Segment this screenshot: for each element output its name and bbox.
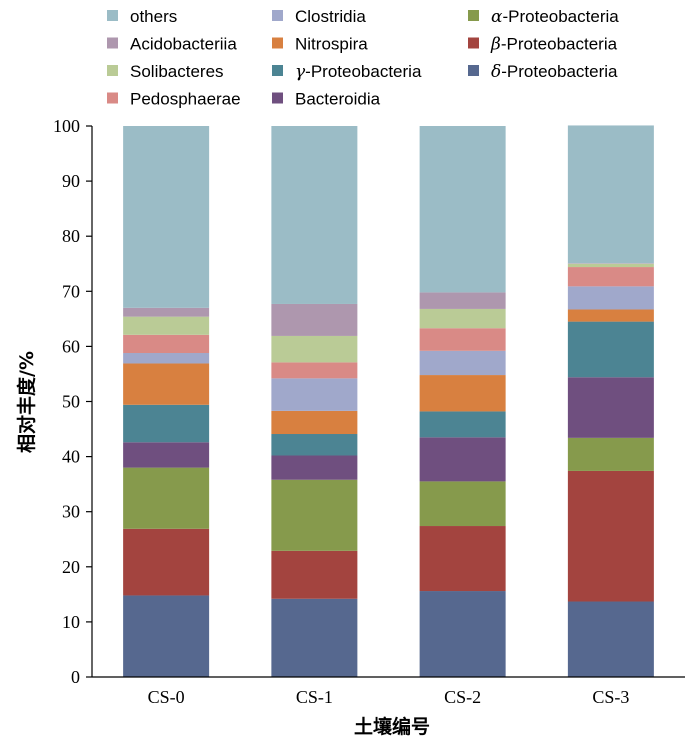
bar-segment-cs-3-bacteroidia <box>567 377 654 438</box>
legend-label-proteobacteria: δ-Proteobacteria <box>491 62 618 82</box>
x-tick-label: CS-3 <box>592 687 629 707</box>
bar-segment-cs-3-acidobacteriia <box>567 263 654 264</box>
legend-swatch-pedosphaerae <box>107 92 118 104</box>
bar-segment-cs-0-nitrospira <box>123 363 210 405</box>
bar-segment-cs-3-others <box>567 125 654 264</box>
y-tick-label: 10 <box>62 612 80 632</box>
bar-segment-cs-3-nitrospira <box>567 309 654 322</box>
bar-segment-cs-3-solibacteres <box>567 263 654 268</box>
legend-swatch-solibacteres <box>107 65 118 76</box>
legend-swatch-proteobacteria <box>468 37 479 49</box>
legend-label-pedosphaerae: Pedosphaerae <box>130 90 241 109</box>
bar-segment-cs-3-proteobacteria <box>567 437 654 471</box>
bar-segment-cs-0-pedosphaerae <box>123 334 210 354</box>
y-tick-label: 20 <box>62 557 80 577</box>
y-tick-label: 60 <box>62 336 80 356</box>
legend-label-acidobacteriia: Acidobacteriia <box>130 35 237 54</box>
bar-segment-cs-0-proteobacteria <box>123 404 210 443</box>
y-tick-label: 30 <box>62 502 80 522</box>
legend-swatch-proteobacteria <box>272 65 283 76</box>
bar-segment-cs-1-clostridia <box>271 378 358 411</box>
legend: others Clostridia α-Proteobacteria Acidobac… <box>107 7 619 109</box>
bar-segment-cs-2-bacteroidia <box>419 437 506 482</box>
bar-segment-cs-2-nitrospira <box>419 375 506 412</box>
x-tick-label: CS-0 <box>148 687 185 707</box>
bar-segment-cs-1-proteobacteria <box>271 434 358 456</box>
legend-label-solibacteres: Solibacteres <box>130 62 224 81</box>
bar-segment-cs-2-acidobacteriia <box>419 292 506 309</box>
bar-segment-cs-0-acidobacteriia <box>123 307 210 317</box>
y-tick-label: 40 <box>62 447 80 467</box>
y-tick-label: 0 <box>71 667 80 687</box>
y-axis-title: 相对丰度/% <box>15 351 38 453</box>
y-tick-label: 50 <box>62 392 80 412</box>
bar-segment-cs-0-others <box>123 126 210 308</box>
bar-segment-cs-1-nitrospira <box>271 410 358 435</box>
x-axis-title: 土壤编号 <box>354 715 430 738</box>
bar-segment-cs-0-proteobacteria <box>123 528 210 596</box>
bar-segment-cs-1-acidobacteriia <box>271 303 358 336</box>
bar-segment-cs-0-proteobacteria <box>123 595 210 677</box>
legend-swatch-bacteroidia <box>272 92 283 104</box>
legend-swatch-acidobacteriia <box>107 37 118 49</box>
bar-segment-cs-2-proteobacteria <box>419 481 506 527</box>
legend-label-clostridia: Clostridia <box>295 7 366 26</box>
x-tick-label: CS-1 <box>296 687 333 707</box>
bar-segment-cs-0-proteobacteria <box>123 467 210 529</box>
legend-label-nitrospira: Nitrospira <box>295 35 368 54</box>
bar-segment-cs-1-others <box>271 126 358 304</box>
bar-segment-cs-3-pedosphaerae <box>567 267 654 287</box>
legend-swatch-others <box>107 10 118 21</box>
bar-segment-cs-2-proteobacteria <box>419 411 506 438</box>
legend-swatch-nitrospira <box>272 37 283 49</box>
axes: 土壤编号 相对丰度/% CS-0 CS-1 CS-2 CS-3 0 10 20 30 40 50 6… <box>15 116 685 738</box>
bar-segment-cs-2-pedosphaerae <box>419 328 506 351</box>
bar-segment-cs-1-solibacteres <box>271 335 358 363</box>
bar-segment-cs-1-proteobacteria <box>271 479 358 551</box>
bar-segment-cs-2-proteobacteria <box>419 526 506 592</box>
bar-segment-cs-3-proteobacteria <box>567 321 654 378</box>
x-tick-label: CS-2 <box>444 687 481 707</box>
legend-label-bacteroidia: Bacteroidia <box>295 90 381 109</box>
bar-segment-cs-3-proteobacteria <box>567 601 654 677</box>
y-tick-label: 90 <box>62 171 80 191</box>
bar-segment-cs-1-bacteroidia <box>271 455 358 480</box>
bar-segment-cs-0-bacteroidia <box>123 442 210 468</box>
y-tick-label: 100 <box>53 116 80 136</box>
legend-swatch-proteobacteria <box>468 65 479 76</box>
bars <box>123 125 654 677</box>
bar-segment-cs-2-others <box>419 126 506 293</box>
legend-label-others: others <box>130 7 177 26</box>
bar-segment-cs-2-proteobacteria <box>419 591 506 677</box>
bar-segment-cs-0-clostridia <box>123 353 210 364</box>
legend-swatch-proteobacteria <box>468 10 479 21</box>
legend-label-proteobacteria: β-Proteobacteria <box>490 35 618 55</box>
bar-segment-cs-1-proteobacteria <box>271 550 358 599</box>
bar-segment-cs-3-clostridia <box>567 286 654 310</box>
bar-segment-cs-2-solibacteres <box>419 308 506 329</box>
bar-segment-cs-0-solibacteres <box>123 316 210 335</box>
y-tick-label: 80 <box>62 226 80 246</box>
legend-label-proteobacteria: γ-Proteobacteria <box>295 62 422 82</box>
legend-swatch-clostridia <box>272 10 283 21</box>
bar-segment-cs-2-clostridia <box>419 350 506 376</box>
y-tick-label: 70 <box>62 281 80 301</box>
bar-segment-cs-1-pedosphaerae <box>271 362 358 379</box>
legend-label-proteobacteria: α-Proteobacteria <box>491 7 619 27</box>
bar-segment-cs-3-proteobacteria <box>567 470 654 602</box>
bar-segment-cs-1-proteobacteria <box>271 598 358 677</box>
